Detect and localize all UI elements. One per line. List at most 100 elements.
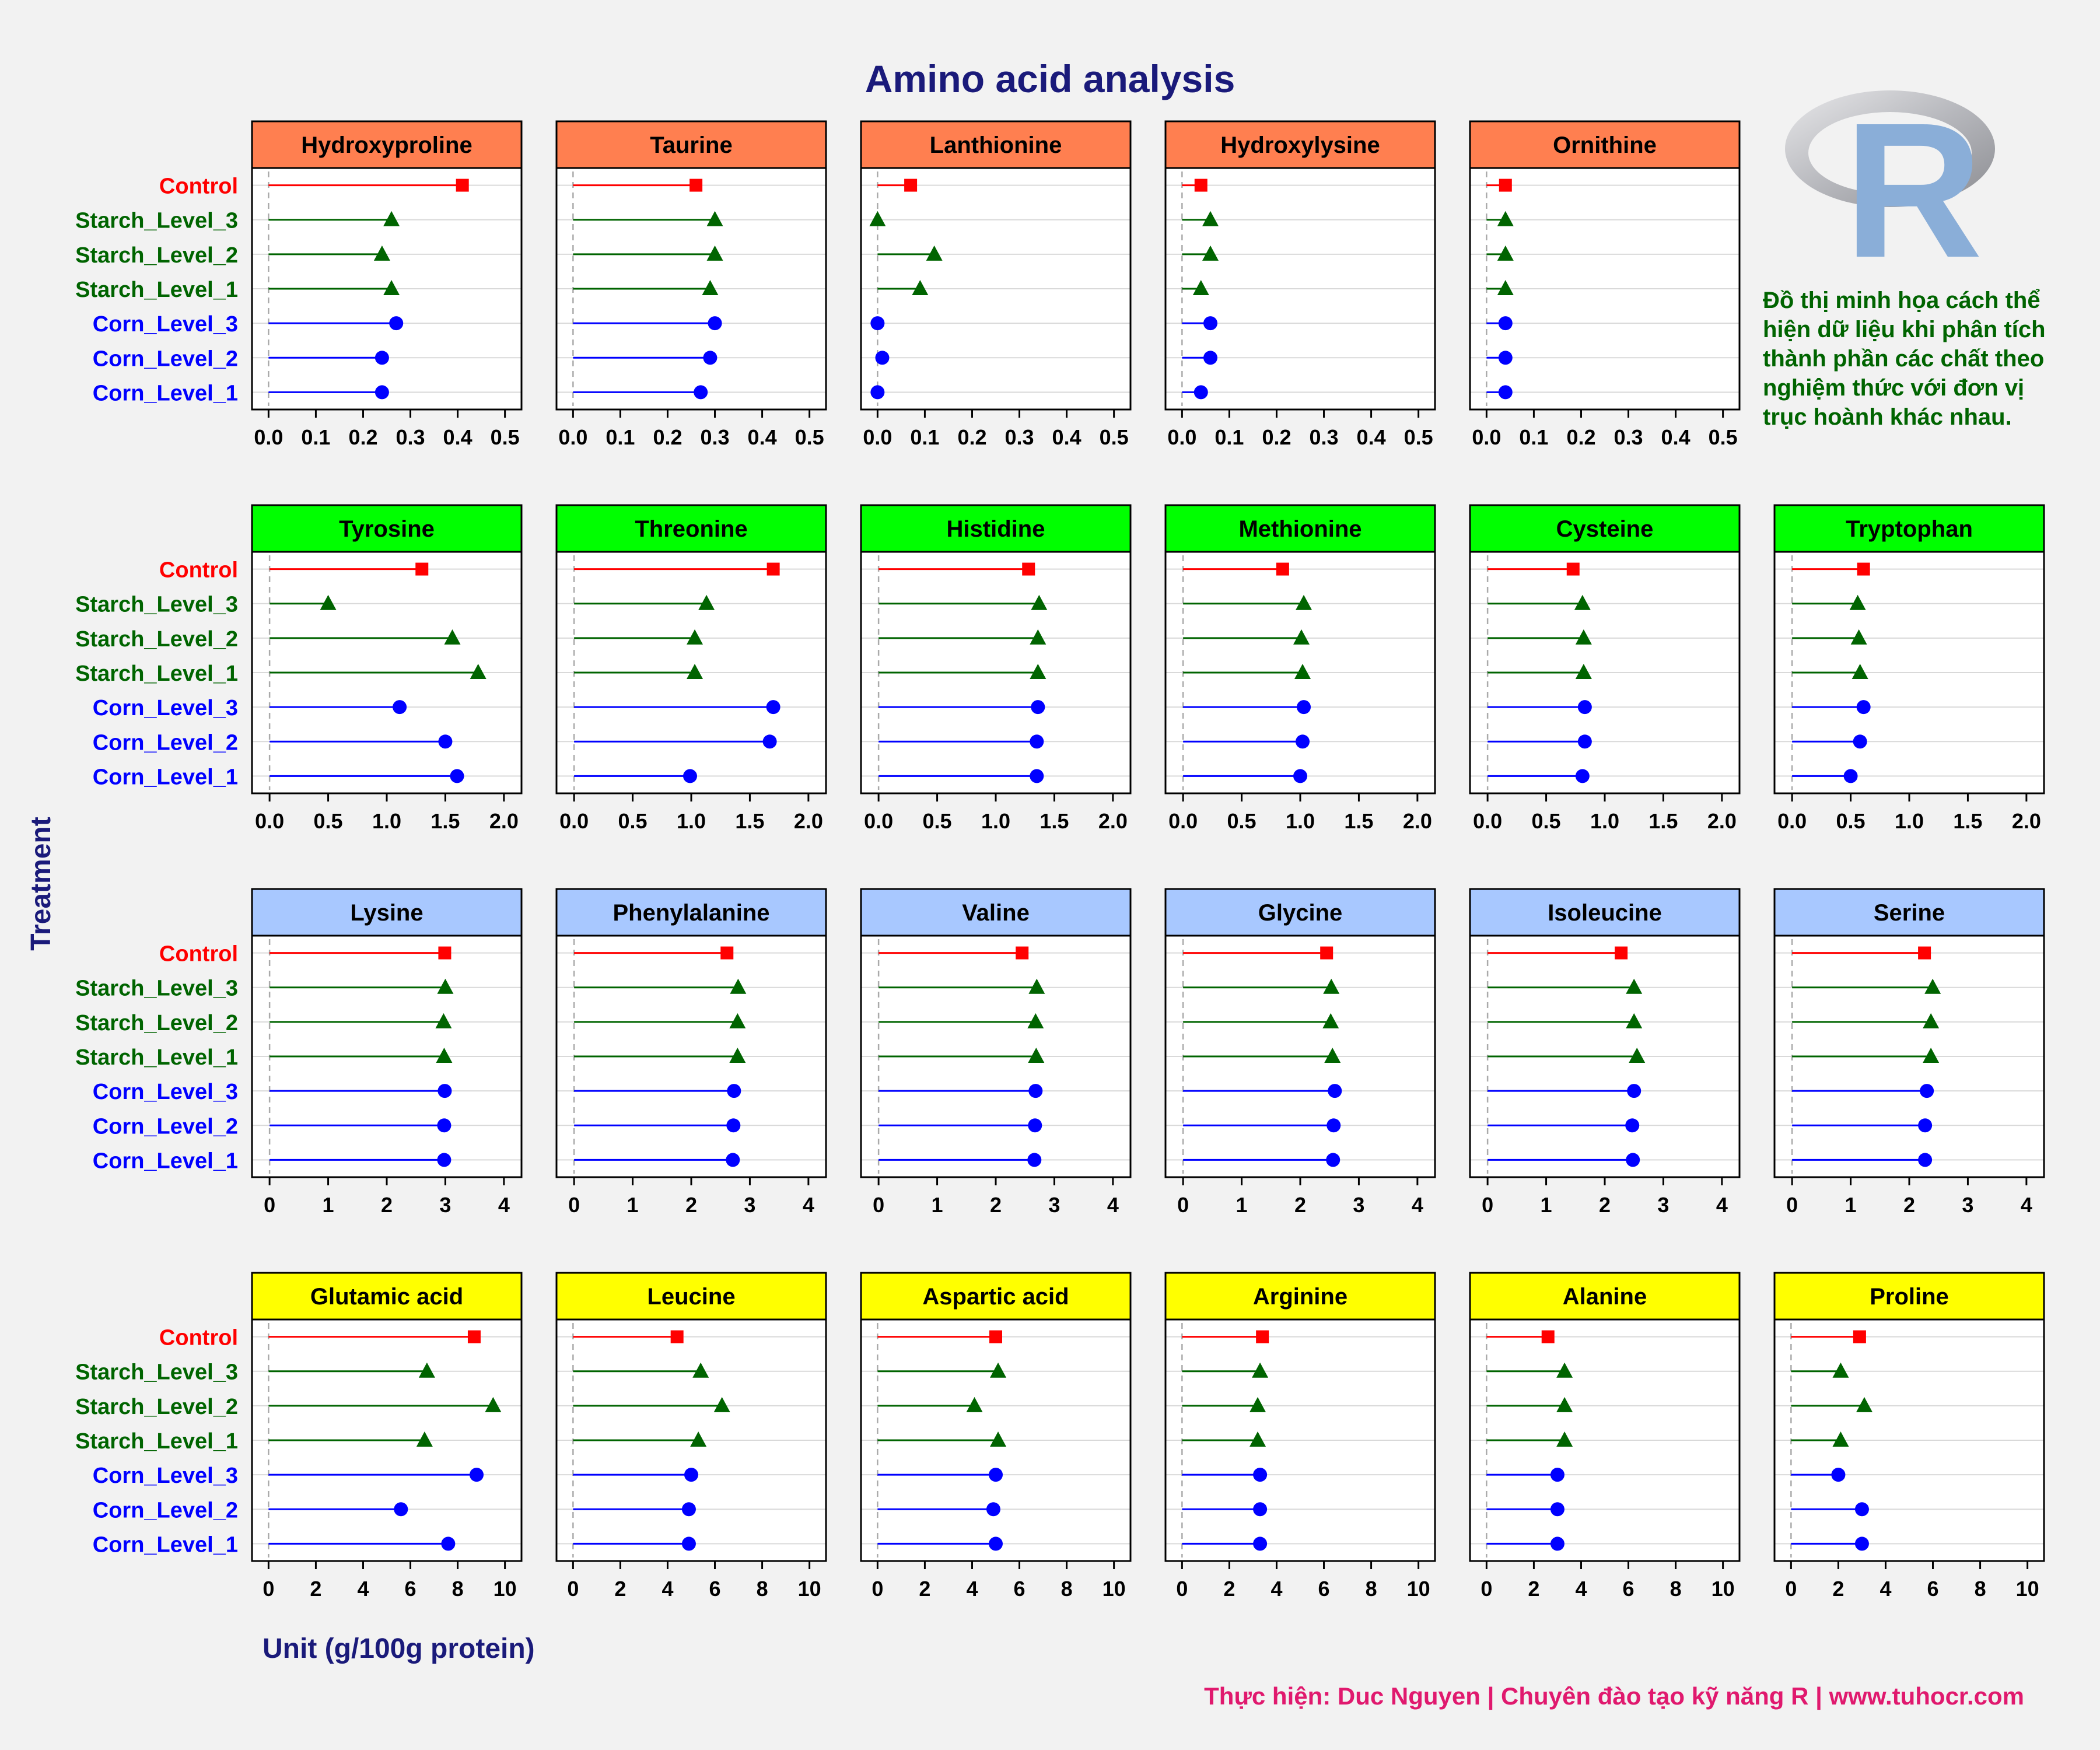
marker-triangle xyxy=(990,1362,1007,1378)
marker-triangle xyxy=(1323,978,1340,994)
marker-circle xyxy=(1326,1118,1341,1133)
marker-triangle xyxy=(1027,1013,1044,1028)
x-tick-label: 1.5 xyxy=(1344,809,1373,833)
panel-row: Control Starch_Level_3 Starch_Level_2 Starc… xyxy=(75,1272,2045,1601)
x-tick-label: 0.4 xyxy=(1661,425,1690,449)
marker-circle xyxy=(870,316,885,331)
panel-border xyxy=(1164,1318,1436,1562)
marker-circle xyxy=(694,385,708,400)
treatment-label: Control xyxy=(159,942,238,967)
marker-triangle xyxy=(729,1048,746,1063)
marker-circle xyxy=(703,351,718,365)
marker-square xyxy=(1016,946,1029,960)
panel-strip xyxy=(860,504,1132,553)
treatment-label: Corn_Level_3 xyxy=(93,696,238,720)
marker-triangle xyxy=(1250,1432,1266,1447)
x-tick-label: 2.0 xyxy=(489,809,519,833)
marker-triangle xyxy=(702,280,719,295)
x-tick-label: 0.4 xyxy=(443,425,473,449)
x-tick-label: 1.5 xyxy=(1953,809,1982,833)
x-tick-label: 2 xyxy=(1528,1577,1539,1601)
x-tick-label: 0 xyxy=(1785,1577,1797,1601)
x-tick-label: 0.3 xyxy=(396,425,425,449)
x-tick-label: 0.5 xyxy=(1836,809,1866,833)
marker-triangle xyxy=(1629,1048,1646,1063)
panel: Valine 0 1 2 3 4 xyxy=(860,888,1132,1217)
x-tick-label: 0.3 xyxy=(1310,425,1339,449)
marker-circle xyxy=(1498,316,1513,331)
marker-circle xyxy=(1831,1468,1846,1482)
x-tick-label: 6 xyxy=(405,1577,416,1601)
panel: Phenylalanine 0 1 2 3 4 xyxy=(555,888,827,1217)
marker-triangle xyxy=(1924,978,1941,994)
x-tick-label: 4 xyxy=(966,1577,978,1601)
marker-circle xyxy=(1030,769,1044,783)
x-tick-label: 0.0 xyxy=(1777,809,1807,833)
marker-triangle xyxy=(373,245,390,261)
marker-circle xyxy=(1918,1118,1933,1133)
treatment-label: Starch_Level_2 xyxy=(75,243,238,268)
marker-circle xyxy=(1030,734,1044,749)
panel: Threonine 0.0 0.5 1.0 1.5 2.0 xyxy=(555,504,827,833)
x-tick-label: 10 xyxy=(1102,1577,1126,1601)
panel-title: Hydroxyproline xyxy=(301,132,472,158)
marker-circle xyxy=(1853,734,1867,749)
x-tick-label: 1 xyxy=(1541,1193,1552,1217)
treatment-label: Starch_Level_1 xyxy=(75,1429,238,1454)
x-tick-label: 4 xyxy=(1270,1577,1282,1601)
marker-triangle xyxy=(1497,245,1514,261)
x-tick-label: 0 xyxy=(1177,1193,1189,1217)
y-axis-label: Treatment xyxy=(26,817,57,950)
x-tick-label: 0.0 xyxy=(255,809,284,833)
panel: Glycine 0 1 2 3 4 xyxy=(1164,888,1436,1217)
marker-circle xyxy=(1550,1502,1564,1517)
marker-square xyxy=(1857,562,1870,576)
x-tick-label: 0.3 xyxy=(1005,425,1034,449)
x-tick-label: 0.1 xyxy=(301,425,330,449)
x-tick-label: 0 xyxy=(1480,1577,1492,1601)
panel-title: Tyrosine xyxy=(339,516,435,542)
x-tick-label: 6 xyxy=(709,1577,721,1601)
marker-square xyxy=(456,178,469,192)
panel-title: Alanine xyxy=(1563,1284,1647,1310)
panel-strip xyxy=(1773,888,2045,937)
marker-square xyxy=(720,946,734,960)
panel-title: Phenylalanine xyxy=(613,900,770,926)
marker-triangle xyxy=(1202,211,1219,226)
marker-square xyxy=(904,178,918,192)
panel: Tyrosine 0.0 0.5 1.0 1.5 2.0 xyxy=(251,504,523,833)
marker-triangle xyxy=(690,1432,707,1447)
marker-circle xyxy=(1843,769,1858,783)
marker-circle xyxy=(438,734,453,749)
note-line: trục hoành khác nhau. xyxy=(1763,404,2012,430)
panel-strip xyxy=(555,888,827,937)
marker-square xyxy=(1256,1330,1269,1343)
marker-triangle xyxy=(470,664,487,679)
x-tick-label: 0 xyxy=(872,1577,883,1601)
panel-row: Control Starch_Level_3 Starch_Level_2 Starc… xyxy=(75,888,2045,1217)
panel-title: Valine xyxy=(962,900,1030,926)
marker-triangle xyxy=(436,1048,453,1063)
marker-circle xyxy=(1577,700,1592,715)
marker-circle xyxy=(1203,316,1217,331)
x-tick-label: 0.5 xyxy=(491,425,520,449)
marker-triangle xyxy=(990,1432,1007,1447)
panel-border xyxy=(251,1318,523,1562)
treatment-label: Starch_Level_1 xyxy=(75,278,238,302)
panel-title: Methionine xyxy=(1238,516,1362,542)
marker-circle xyxy=(681,1536,696,1551)
x-tick-label: 3 xyxy=(744,1193,755,1217)
x-tick-label: 0.0 xyxy=(1472,425,1501,449)
marker-triangle xyxy=(1832,1362,1849,1378)
marker-triangle xyxy=(1626,978,1643,994)
x-tick-label: 0.5 xyxy=(1227,809,1256,833)
panel-title: Glycine xyxy=(1258,900,1343,926)
treatment-label: Corn_Level_3 xyxy=(93,1464,238,1488)
marker-triangle xyxy=(1497,280,1514,295)
x-tick-label: 4 xyxy=(803,1193,814,1217)
marker-square xyxy=(989,1330,1002,1343)
marker-triangle xyxy=(687,664,704,679)
marker-triangle xyxy=(1293,629,1310,645)
x-tick-label: 0.2 xyxy=(1262,425,1291,449)
